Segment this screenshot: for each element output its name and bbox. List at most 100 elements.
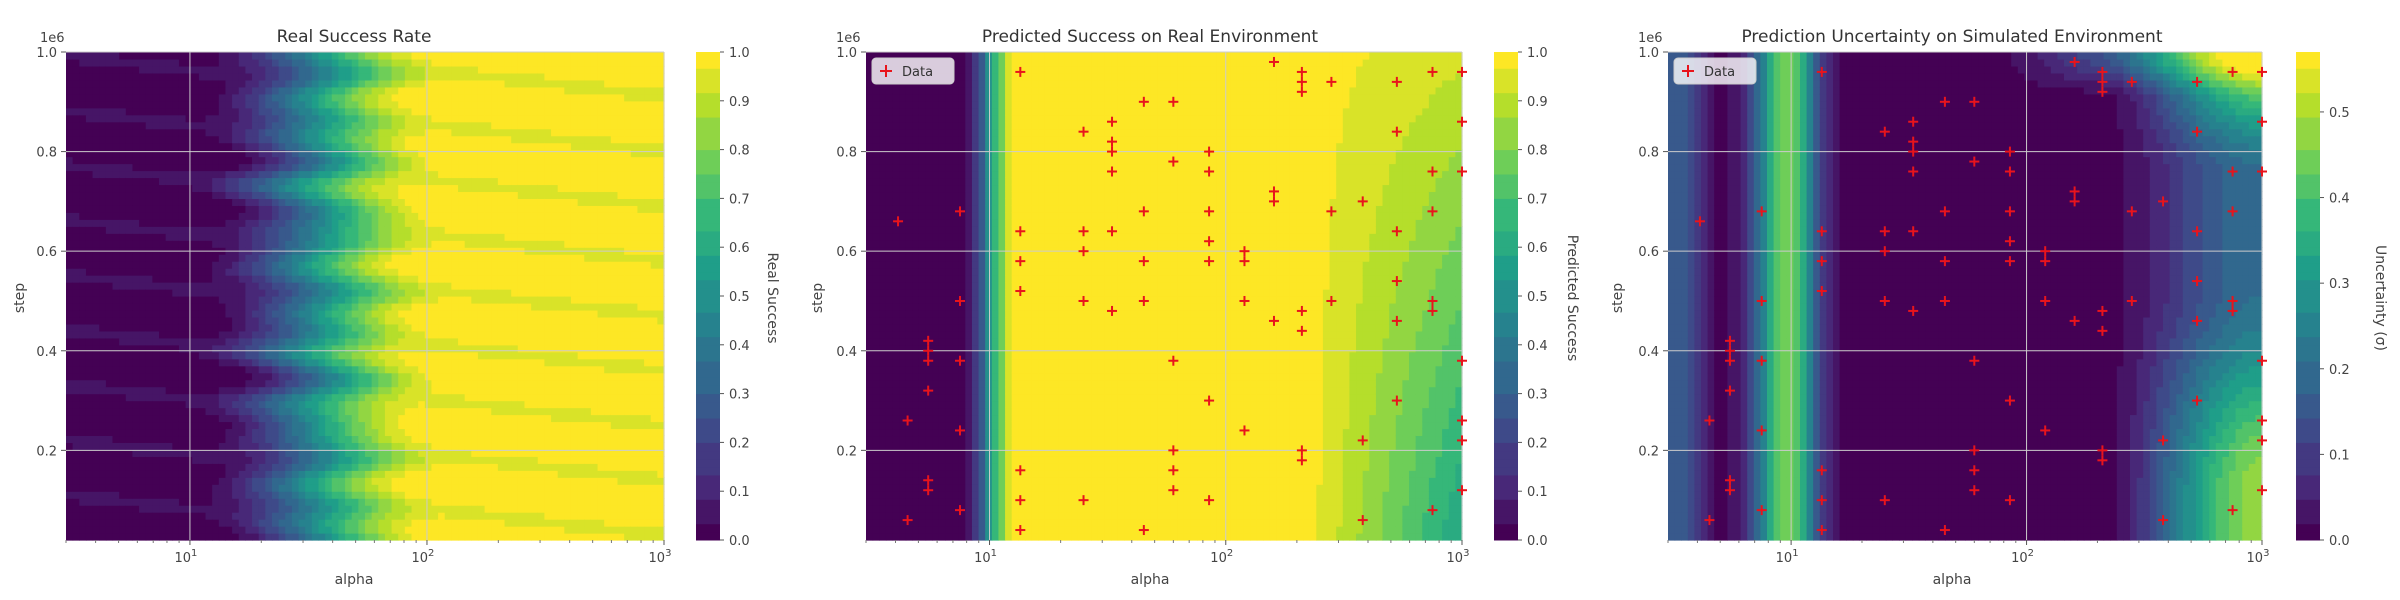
heatmap-cell (185, 212, 193, 220)
heatmap-cell (484, 330, 492, 339)
heatmap-cell (338, 330, 346, 339)
heatmap-cell (358, 477, 366, 485)
heatmap-cell (471, 72, 479, 81)
heatmap-cell (172, 254, 180, 262)
heatmap-cell (384, 296, 393, 304)
heatmap-cell (338, 135, 346, 144)
heatmap-cell (198, 135, 207, 144)
heatmap-cell (105, 93, 114, 102)
heatmap-cell (524, 128, 532, 137)
heatmap-cell (232, 93, 240, 102)
heatmap-cell (225, 212, 233, 220)
heatmap-cell (305, 428, 313, 437)
heatmap-cell (491, 386, 499, 395)
heatmap-cell (384, 163, 393, 172)
heatmap-cell (484, 93, 492, 102)
heatmap-cell (325, 212, 333, 220)
heatmap-cell (311, 435, 320, 443)
heatmap-cell (477, 484, 486, 492)
heatmap-cell (511, 219, 519, 227)
heatmap-cell (192, 72, 200, 81)
heatmap-cell (238, 400, 246, 409)
heatmap-cell (198, 316, 207, 325)
heatmap-cell (79, 205, 87, 213)
heatmap-cell (517, 65, 526, 74)
heatmap-cell (398, 128, 406, 137)
heatmap-cell (105, 505, 114, 513)
heatmap-cell (311, 400, 320, 409)
heatmap-cell (418, 428, 426, 437)
heatmap-cell (431, 219, 439, 227)
heatmap-cell (192, 463, 200, 471)
heatmap-cell (371, 323, 379, 332)
heatmap-cell (212, 128, 220, 137)
heatmap-cell (252, 519, 260, 527)
heatmap-cell (245, 205, 253, 213)
heatmap-cell (378, 512, 386, 520)
heatmap-cell (265, 435, 273, 443)
heatmap-cell (119, 435, 127, 443)
heatmap-cell (112, 254, 120, 262)
heatmap-cell (351, 414, 359, 423)
heatmap-cell (477, 226, 486, 234)
heatmap-cell (358, 72, 366, 81)
heatmap-cell (298, 100, 306, 109)
heatmap-cell (238, 205, 246, 213)
heatmap-cell (391, 163, 399, 172)
heatmap-cell (531, 114, 539, 123)
heatmap-cell (438, 156, 446, 165)
heatmap-cell (491, 400, 499, 409)
heatmap-cell (152, 316, 160, 325)
heatmap-cell (192, 323, 200, 332)
heatmap-cell (285, 296, 293, 304)
heatmap-cell (451, 268, 459, 276)
heatmap-cell (391, 526, 399, 534)
heatmap-cell (139, 435, 147, 443)
heatmap-cell (451, 477, 459, 485)
heatmap-cell (245, 302, 253, 311)
heatmap-cell (99, 470, 107, 478)
heatmap-cell (198, 226, 207, 234)
heatmap-cell (178, 372, 187, 381)
heatmap-cell (119, 226, 127, 234)
heatmap-cell (85, 470, 94, 478)
heatmap-cell (238, 254, 246, 262)
heatmap-cell (232, 477, 240, 485)
heatmap-cell (411, 372, 419, 381)
heatmap-cell (185, 219, 193, 227)
heatmap-cell (438, 254, 446, 262)
heatmap-cell (391, 254, 399, 262)
heatmap-cell (198, 268, 207, 276)
heatmap-cell (258, 198, 266, 206)
heatmap-cell (225, 226, 233, 234)
heatmap-cell (378, 233, 386, 241)
heatmap-cell (198, 163, 207, 172)
heatmap-cell (225, 282, 233, 290)
heatmap-cell (232, 449, 240, 457)
heatmap-cell (404, 114, 413, 123)
heatmap-cell (85, 58, 94, 67)
heatmap-cell (391, 393, 399, 402)
heatmap-cell (218, 309, 227, 318)
heatmap-cell (404, 344, 413, 353)
heatmap-cell (325, 477, 333, 485)
heatmap-cell (358, 484, 366, 492)
heatmap-cell (484, 296, 492, 304)
heatmap-cell (178, 393, 187, 402)
heatmap-cell (212, 435, 220, 443)
heatmap-cell (271, 163, 280, 172)
heatmap-cell (504, 526, 512, 534)
heatmap-cell (311, 463, 320, 471)
heatmap-cell (531, 149, 539, 158)
heatmap-cell (79, 240, 87, 248)
heatmap-cell (318, 163, 326, 172)
heatmap-cell (531, 414, 539, 423)
heatmap-cell (165, 184, 173, 193)
heatmap-cell (318, 107, 326, 116)
heatmap-cell (418, 498, 426, 506)
heatmap-cell (159, 107, 167, 116)
heatmap-cell (258, 93, 266, 102)
heatmap-cell (491, 282, 499, 290)
heatmap-cell (278, 282, 286, 290)
heatmap-cell (351, 519, 359, 527)
